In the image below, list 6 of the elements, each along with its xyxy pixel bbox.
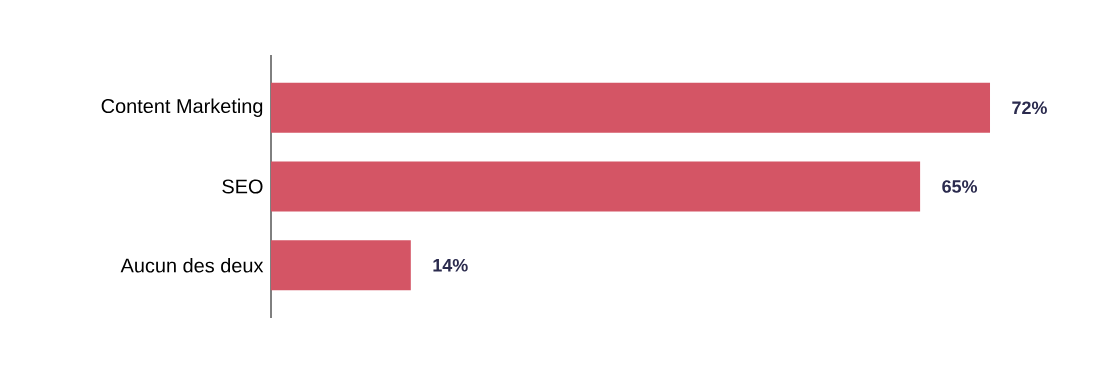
data-label: 14% — [433, 258, 468, 272]
data-label: 65% — [942, 180, 978, 193]
data-label: 72% — [1012, 101, 1047, 115]
y-tick-label: SEO — [222, 179, 263, 194]
y-tick-label: Aucun des deux — [120, 257, 264, 273]
y-tick-label: Content Marketing — [101, 98, 263, 118]
